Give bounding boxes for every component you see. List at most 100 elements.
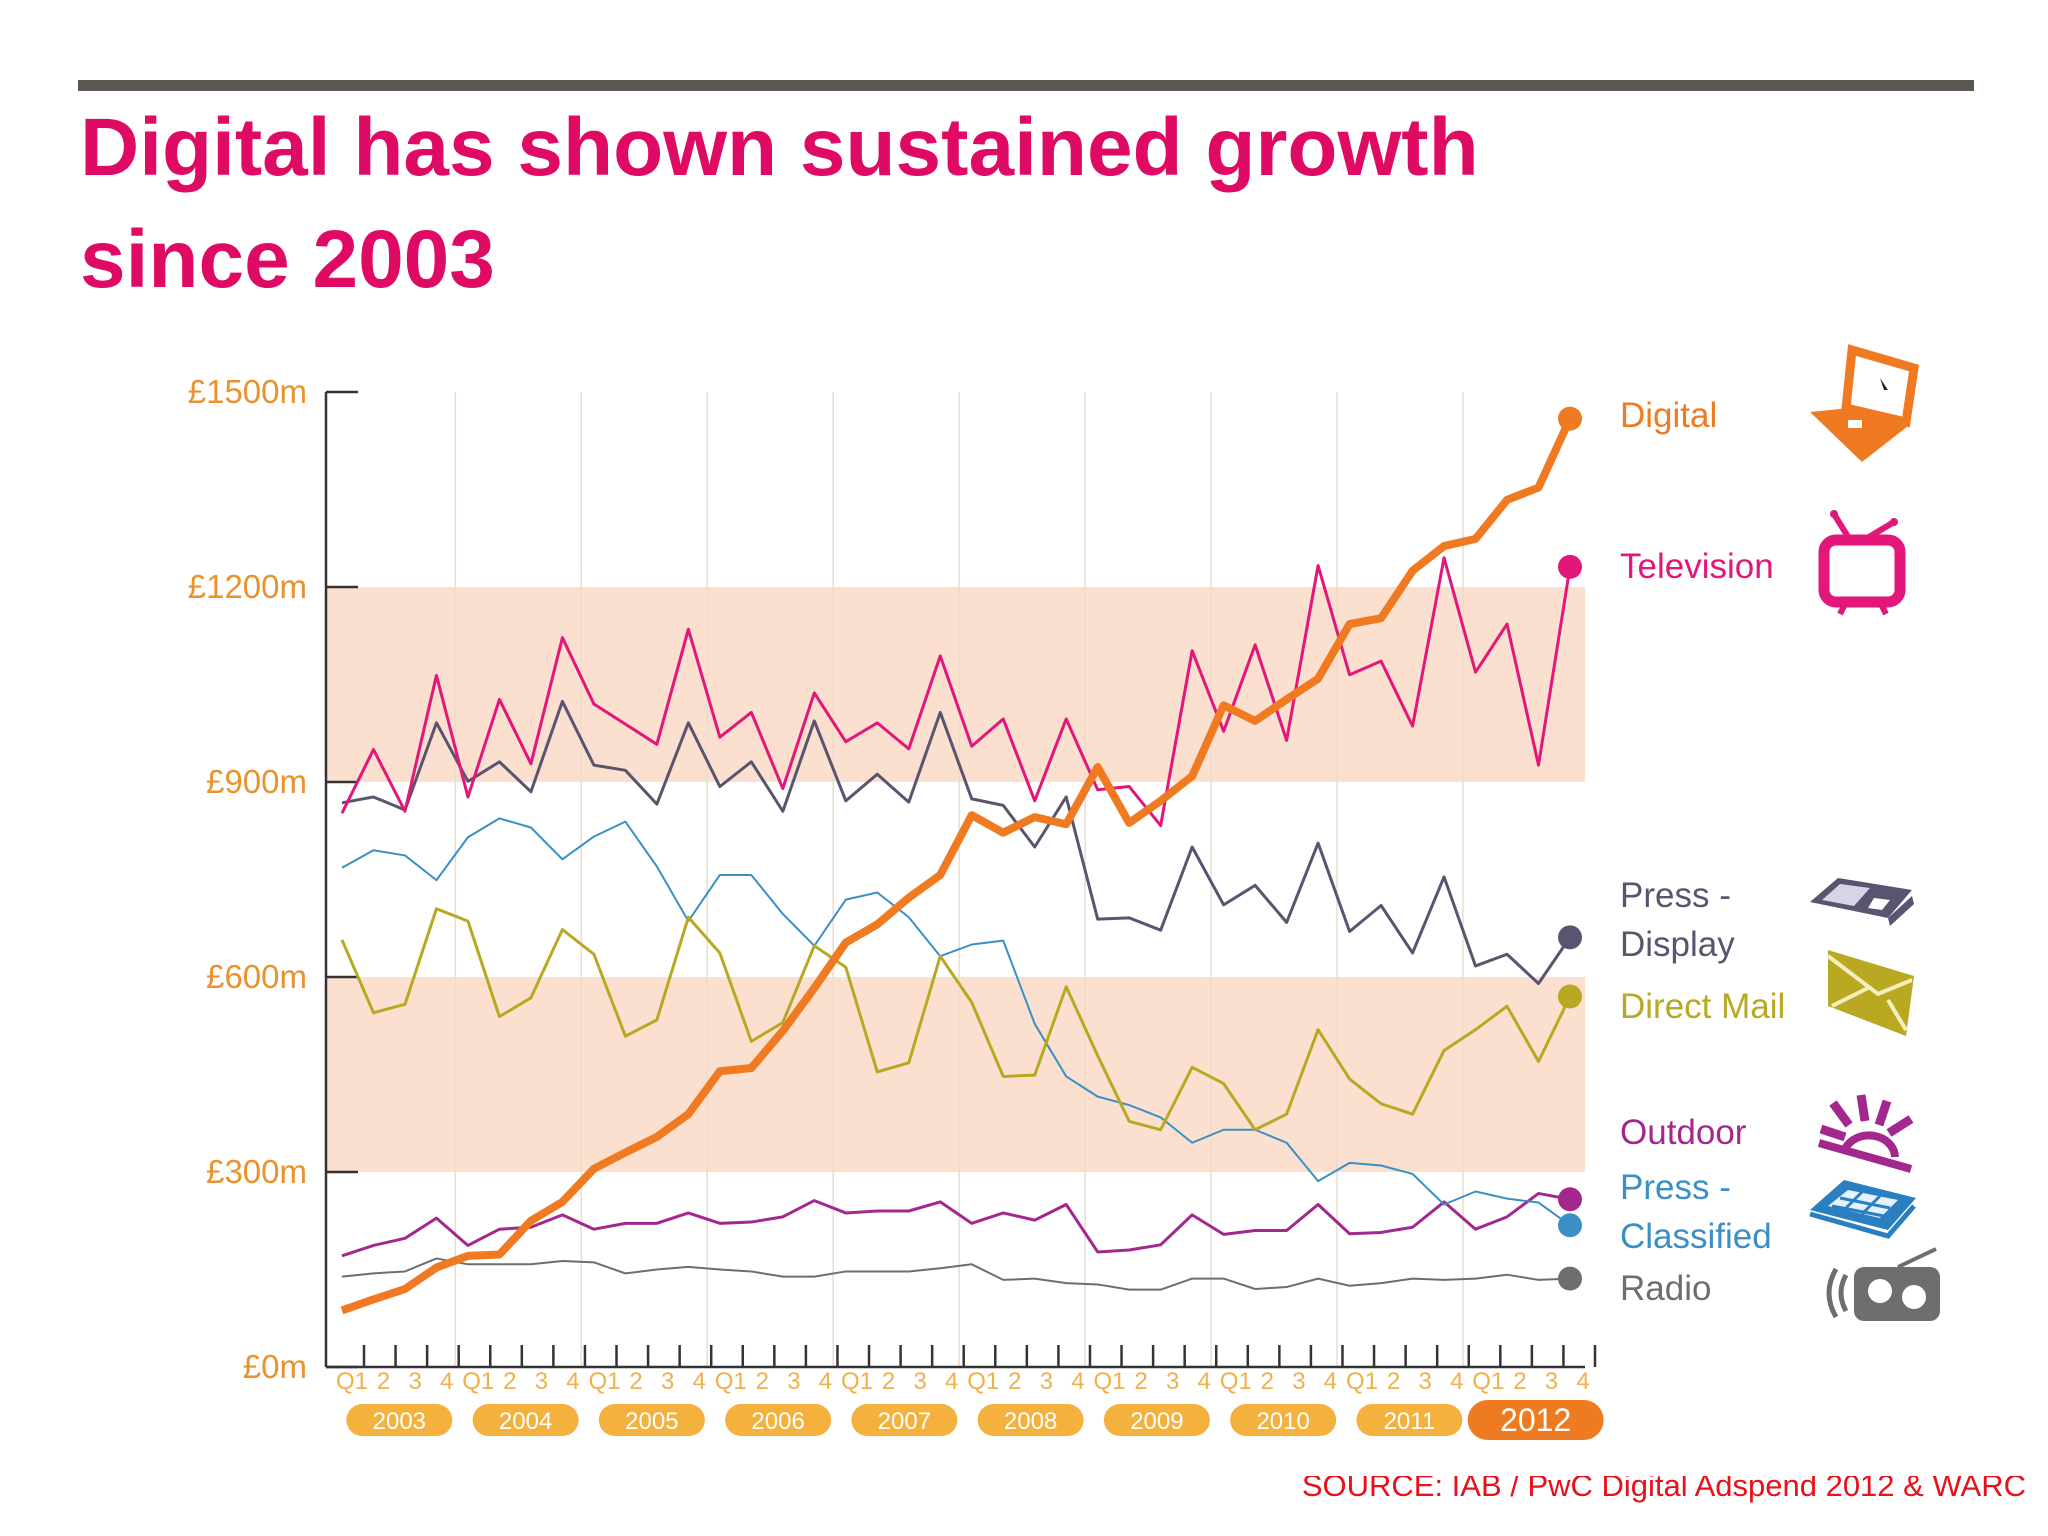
quarter-label: Q1 [336, 1368, 368, 1395]
laptop-icon [1810, 344, 1920, 462]
year-label: 2003 [373, 1408, 426, 1435]
year-label: 2011 [1384, 1408, 1436, 1435]
series-end-marker [1558, 1266, 1582, 1291]
quarter-label: Q1 [1094, 1368, 1126, 1395]
radio-icon [1826, 1247, 1940, 1321]
year-pill [977, 1404, 1084, 1436]
legend-label: Outdoor [1620, 1113, 1747, 1152]
year-label: 2005 [625, 1408, 678, 1435]
quarter-label: 4 [1450, 1368, 1463, 1395]
quarter-label: 3 [1418, 1368, 1431, 1395]
quarter-label: 3 [1292, 1368, 1305, 1395]
quarter-label: 3 [1166, 1368, 1179, 1395]
series-line-radio [341, 1257, 1571, 1291]
series-line-direct-mail [340, 907, 1572, 1132]
year-pill [598, 1404, 705, 1436]
legend-label: Press - [1620, 876, 1731, 915]
quarter-label: 2 [1513, 1368, 1526, 1395]
legend-label: Radio [1620, 1269, 1711, 1308]
quarter-label: Q1 [462, 1368, 494, 1395]
newspaper-icon [1810, 878, 1914, 926]
quarter-label: 4 [945, 1368, 958, 1395]
y-tick-label: £900m [206, 763, 307, 800]
quarter-label: 3 [1040, 1368, 1053, 1395]
quarter-label: 2 [503, 1368, 516, 1395]
y-tick-label: £600m [206, 958, 307, 995]
quarter-label: 4 [566, 1368, 579, 1395]
tv-icon [1818, 510, 1906, 616]
quarter-label: Q1 [589, 1368, 621, 1395]
year-label: 2008 [1004, 1408, 1057, 1435]
year-pill [725, 1404, 832, 1436]
quarter-label: 3 [1545, 1368, 1558, 1395]
series-line-press-classified [341, 817, 1571, 1227]
legend-label: Press - [1620, 1168, 1731, 1207]
quarter-label: 2 [1387, 1368, 1400, 1395]
title-rule [78, 80, 1974, 91]
y-tick-label: £1500m [188, 373, 307, 410]
source-note: SOURCE: IAB / PwC Digital Adspend 2012 &… [1301, 1476, 2026, 1503]
series-end-marker [1558, 1187, 1582, 1212]
series-end-marker [1558, 1213, 1582, 1238]
series-line-outdoor [341, 1191, 1571, 1258]
y-tick-label: £0m [243, 1348, 307, 1385]
year-label: 2010 [1256, 1408, 1309, 1435]
quarter-label: 2 [882, 1368, 895, 1395]
page-title: Digital has shown sustained growth since… [80, 102, 1479, 305]
series-end-marker [1558, 554, 1582, 579]
quarter-label: 4 [1576, 1368, 1589, 1395]
quarter-label: Q1 [715, 1368, 747, 1395]
series-line-television [340, 556, 1572, 828]
quarter-label: 2 [1261, 1368, 1274, 1395]
legend-label: Digital [1620, 396, 1717, 435]
sun-billboard-icon [1817, 1094, 1914, 1173]
quarter-label: 3 [661, 1368, 674, 1395]
quarter-label: Q1 [1346, 1368, 1378, 1395]
quarter-label: Q1 [841, 1368, 873, 1395]
series-end-marker [1558, 925, 1582, 950]
quarter-label: 3 [787, 1368, 800, 1395]
quarter-label: 4 [819, 1368, 832, 1395]
year-pill [1356, 1404, 1463, 1436]
series-line-press-display [341, 699, 1572, 985]
legend-label: Television [1620, 547, 1774, 586]
y-tick-label: £1200m [188, 568, 307, 605]
quarter-label: 4 [693, 1368, 706, 1395]
year-label: 2009 [1130, 1408, 1183, 1435]
series-end-marker [1558, 984, 1582, 1009]
classified-newspaper-icon [1809, 1180, 1916, 1239]
quarter-label: 2 [1008, 1368, 1021, 1395]
legend-label: Direct Mail [1620, 987, 1785, 1026]
year-label: 2007 [878, 1408, 931, 1435]
quarter-label: 2 [629, 1368, 642, 1395]
year-pill [1230, 1404, 1337, 1436]
series-end-marker [1558, 406, 1582, 431]
year-pill [851, 1404, 958, 1436]
year-label: 2012 [1500, 1402, 1571, 1438]
year-pill [346, 1404, 453, 1436]
year-pill [1103, 1404, 1210, 1436]
year-pill [472, 1404, 579, 1436]
shaded-band [326, 977, 1585, 1172]
quarter-label: 4 [1198, 1368, 1211, 1395]
legend-label: Display [1620, 925, 1735, 964]
legend-label: Classified [1620, 1217, 1772, 1256]
quarter-label: 3 [535, 1368, 548, 1395]
year-label: 2006 [751, 1408, 804, 1435]
year-label: 2004 [499, 1408, 552, 1435]
quarter-label: 2 [377, 1368, 390, 1395]
quarter-label: Q1 [1220, 1368, 1252, 1395]
quarter-label: 3 [408, 1368, 421, 1395]
quarter-label: 4 [1324, 1368, 1337, 1395]
year-pill [1467, 1400, 1604, 1440]
y-tick-label: £300m [206, 1153, 307, 1190]
quarter-label: 4 [440, 1368, 453, 1395]
source-clip: SOURCE: IAB / PwC Digital Adspend 2012 &… [1048, 1476, 2048, 1536]
quarter-label: 4 [1071, 1368, 1084, 1395]
series-line-digital [340, 416, 1574, 1315]
quarter-label: Q1 [1472, 1368, 1504, 1395]
quarter-label: Q1 [967, 1368, 999, 1395]
quarter-label: 2 [1134, 1368, 1147, 1395]
quarter-label: 3 [913, 1368, 926, 1395]
